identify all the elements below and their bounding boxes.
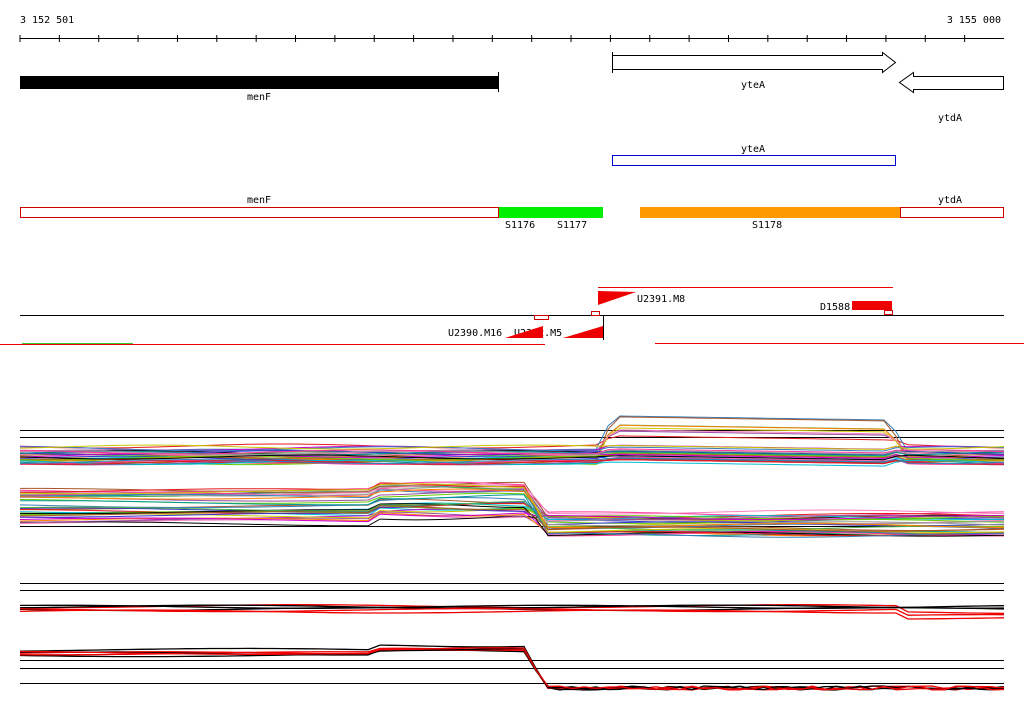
- segment-S1176-label: S1176: [505, 220, 535, 231]
- profile-curve: [19, 451, 1005, 461]
- expression-profiles-summary[interactable]: [19, 583, 1005, 691]
- segment-S1178[interactable]: [640, 207, 900, 218]
- feature-small-box-1: [534, 315, 549, 320]
- gene-menF[interactable]: [20, 76, 498, 89]
- feature-U2391-marker[interactable]: [598, 291, 636, 305]
- profile-curve: [19, 459, 1004, 465]
- gene-ytdA-arrow[interactable]: [898, 71, 1004, 94]
- profile-curve: [19, 450, 1005, 457]
- ruler-start-label: 3 152 501: [20, 15, 74, 26]
- transcript-yteA-box[interactable]: [612, 155, 896, 166]
- summary-curve: [19, 647, 1005, 691]
- profile-curve: [19, 446, 1005, 452]
- feature-U2390-marker[interactable]: [505, 326, 543, 338]
- coordinate-ruler: 3 152 501 3 155 000: [19, 15, 1004, 42]
- profile-curve: [19, 459, 1005, 467]
- profile-curve: [19, 456, 1005, 465]
- segment-track[interactable]: menF ytdA S1176 S1177 S1178: [20, 195, 1004, 231]
- segment-menF-label: menF: [247, 195, 271, 206]
- summary-curve: [19, 647, 1005, 691]
- profile-curve: [20, 506, 1005, 527]
- ruler-ticks: [19, 35, 966, 42]
- summary-curve: [20, 604, 1005, 609]
- feature-U2392-marker[interactable]: [563, 326, 603, 338]
- feature-small-box-2: [591, 311, 600, 316]
- transcript-track[interactable]: yteA: [612, 144, 896, 166]
- profile-curve: [19, 512, 1005, 523]
- profile-curve: [19, 457, 1005, 464]
- profile-curve: [19, 500, 1005, 531]
- gene-ytdA-label: ytdA: [938, 113, 962, 124]
- summary-curve: [19, 649, 1005, 691]
- profile-curve: [19, 454, 1005, 461]
- feature-D1588-label: D1588: [820, 302, 850, 313]
- profile-curve: [19, 488, 1005, 528]
- profile-curve: [19, 448, 1005, 455]
- segment-S1178-label: S1178: [752, 220, 782, 231]
- gene-menF-label: menF: [247, 92, 271, 103]
- segment-S1177-label: S1177: [557, 220, 587, 231]
- segment-ytdA-box[interactable]: [900, 207, 1004, 218]
- expression-profiles-colored[interactable]: [19, 415, 1005, 538]
- segment-S1176-S1177[interactable]: [499, 207, 603, 218]
- profile-curve: [19, 444, 1005, 451]
- summary-curve: [19, 604, 1005, 609]
- segment-menF-box[interactable]: [20, 207, 499, 218]
- profile-curve: [19, 503, 1005, 537]
- feature-U2391-label: U2391.M8: [637, 294, 685, 305]
- feature-small-box-3: [884, 310, 893, 315]
- gene-yteA-arrow[interactable]: [612, 51, 897, 74]
- feature-U2390-label: U2390.M16: [448, 328, 502, 339]
- ruler-end-label: 3 155 000: [947, 15, 1001, 26]
- gene-yteA-label: yteA: [741, 80, 765, 91]
- profile-curve: [19, 482, 1005, 537]
- summary-curve: [19, 607, 1005, 616]
- profile-curve: [19, 481, 1004, 537]
- feature-D1588-marker[interactable]: [852, 301, 892, 310]
- gene-track[interactable]: menF yteA ytdA: [20, 51, 1004, 124]
- profile-curve: [19, 435, 1005, 449]
- feature-track[interactable]: U2391.M8 D1588 U2390.M16 U2392.M5: [0, 287, 1024, 345]
- segment-ytdA-label: ytdA: [938, 195, 962, 206]
- profile-curve: [19, 505, 1005, 532]
- transcript-yteA-label: yteA: [741, 144, 765, 155]
- summary-curve: [19, 609, 1005, 620]
